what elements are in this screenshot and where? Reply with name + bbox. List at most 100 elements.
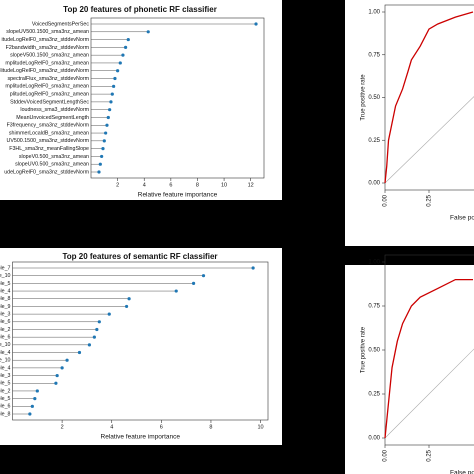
dot	[30, 404, 34, 408]
y-tick-label: ple_8	[0, 296, 11, 302]
dot	[108, 108, 112, 112]
y-tick-label: ple_7	[0, 265, 11, 271]
y-tick-label: ne_10	[0, 358, 11, 364]
y-tick-label: ple_5	[0, 381, 11, 387]
y-tick-label: 0.25	[368, 392, 380, 398]
y-tick-label: plitudeLogRelF0_sma3nz_stddevNorm	[0, 68, 90, 74]
dot	[116, 69, 120, 73]
dot	[105, 123, 109, 127]
y-tick-label: F3HL_sma3nz_meanFallingSlope	[9, 146, 89, 152]
y-tick-label: 0.75	[368, 52, 380, 58]
dot	[201, 274, 206, 278]
dot	[33, 397, 37, 401]
x-tick-label: 10	[257, 424, 263, 430]
y-tick-label: UV500.1500_sma3nz_stddevNorm	[7, 138, 90, 144]
y-tick-label: 0.00	[368, 181, 380, 187]
x-tick-label: 0.00	[383, 194, 389, 206]
dot	[100, 154, 104, 159]
dot	[95, 327, 99, 332]
dot	[60, 366, 64, 370]
dot	[101, 147, 105, 151]
dot	[87, 343, 91, 347]
dot	[127, 297, 131, 301]
y-tick-label: StddevVoicedSegmentLengthSec	[10, 99, 89, 105]
y-tick-label: ple_5	[0, 396, 11, 402]
y-tick-label: mplitudeLogRelF0_sma3nz_amean	[5, 84, 89, 90]
x-tick-label: 4	[110, 424, 113, 430]
dot	[54, 381, 58, 385]
panel	[0, 248, 282, 445]
dot	[124, 45, 128, 49]
dot	[55, 373, 59, 378]
y-tick-label: 0.00	[368, 436, 380, 442]
x-tick-label: 12	[248, 182, 254, 188]
y-tick-label: 1.00	[368, 260, 380, 266]
panel	[345, 0, 474, 246]
x-tick-label: 8	[196, 182, 199, 188]
y-tick-label: slopeUV0.500_sma3nz_amean	[15, 162, 89, 168]
roc-curve	[384, 11, 474, 184]
chart-title: Top 20 features of semantic RF classifie…	[62, 252, 217, 261]
dot	[254, 22, 258, 26]
dot	[191, 281, 196, 285]
y-tick-label: ple_4	[0, 288, 11, 294]
dot	[174, 289, 178, 293]
y-tick-label: ple_5	[0, 281, 11, 287]
y-axis-label: True positive rate	[361, 326, 367, 373]
y-tick-label: spectralFlux_sma3nz_stddevNorm	[7, 76, 89, 82]
y-tick-label: plitudeLogRelF0_sma3nz_amean	[10, 92, 89, 98]
plot-frame	[90, 17, 265, 179]
y-tick-label: mplitudeLogRelF0_sma3nz_amean	[5, 60, 89, 66]
y-tick-label: VoicedSegmentsPerSec	[32, 21, 89, 27]
x-tick-label: 2	[61, 424, 64, 430]
dot	[65, 358, 69, 362]
y-tick-label: ple_4	[0, 365, 11, 371]
dot	[112, 84, 116, 88]
dot	[121, 53, 125, 57]
y-tick-label: slopeUV500.1500_sma3nz_amean	[6, 29, 89, 35]
y-tick-label: le_10	[0, 273, 11, 279]
diagonal	[384, 348, 474, 439]
y-tick-label: F2bandwidth_sma3nz_stddevNorm	[6, 45, 90, 51]
dot	[106, 115, 110, 120]
x-tick-label: 6	[169, 182, 172, 188]
y-tick-label: shimmerLocaldB_sma3nz_amean	[9, 130, 89, 136]
y-tick-label: 1.00	[368, 10, 380, 16]
y-tick-label: F3frequency_sma3nz_stddevNorm	[7, 123, 90, 129]
x-tick-label: 6	[160, 424, 163, 430]
y-tick-label: ple_8	[0, 411, 11, 417]
chart-title: Top 20 features of phonetic RF classifie…	[63, 5, 217, 14]
dot	[35, 389, 39, 393]
y-tick-label: ple_3	[0, 312, 11, 318]
y-tick-label: ple_2	[0, 327, 11, 333]
dot	[110, 92, 114, 96]
dot	[102, 139, 106, 143]
x-axis-label: False po	[450, 215, 474, 222]
diagonal	[384, 96, 474, 184]
x-axis-label: False po	[450, 470, 474, 474]
x-axis-label: Relative feature importance	[101, 434, 181, 441]
plot-frame	[12, 261, 269, 421]
dot	[107, 312, 111, 316]
x-tick-label: 0.25	[427, 194, 433, 206]
y-tick-label: ple_2	[0, 388, 11, 394]
y-tick-label: ple_10	[0, 342, 11, 348]
y-tick-label: loudness_sma3_stddevNorm	[20, 107, 89, 113]
panel	[345, 265, 474, 474]
y-tick-label: slopeV0.500_sma3nz_amean	[19, 154, 89, 160]
y-tick-label: 0.50	[368, 95, 380, 101]
x-tick-label: 10	[221, 182, 227, 188]
dot	[97, 320, 101, 324]
dot	[118, 61, 122, 65]
dot	[92, 335, 96, 339]
dot	[125, 304, 129, 309]
y-tick-label: udeLogRelF0_sma3nz_stddevNorm	[4, 169, 89, 175]
dot	[109, 100, 113, 104]
dot	[126, 37, 130, 42]
y-tick-label: itudeLogRelF0_sma3nz_stddevNorm	[2, 37, 90, 43]
dot	[77, 350, 82, 355]
dot	[97, 170, 101, 174]
y-tick-label: ple_4	[0, 350, 11, 356]
panel	[0, 0, 282, 200]
